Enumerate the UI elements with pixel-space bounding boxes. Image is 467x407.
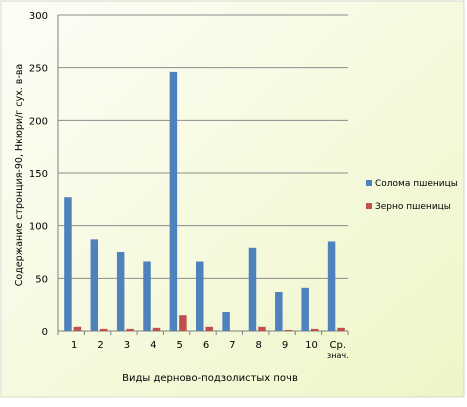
bar [327,241,336,331]
x-tick-label: 7 [229,340,235,351]
x-tick-label: 9 [282,340,288,351]
legend-entry: Зерно пшеницы [375,202,451,212]
bar [169,71,178,331]
bar [143,261,151,331]
bar [337,327,345,331]
bar [310,328,319,331]
x-tick-label: 2 [97,340,103,351]
bar [116,252,125,331]
bar [73,326,82,331]
bar [222,312,230,331]
x-tick-label: 6 [203,340,209,351]
bar [100,328,108,331]
legend-swatch [366,203,372,209]
x-axis-label: Виды дерново-подзолистых почв [122,373,298,384]
bar [258,326,266,331]
x-tick-label: 10 [305,340,318,351]
bar [301,287,309,331]
legend-entry: Солома пшеницы [375,179,458,189]
bar [126,328,134,331]
y-tick-label: 0 [42,327,48,338]
bar [179,315,187,331]
x-tick-label: 4 [150,340,156,351]
legend: Солома пшеницы Зерно пшеницы [366,179,458,212]
y-tick-label: 200 [29,116,48,127]
bar [196,261,204,331]
bar [284,329,293,331]
x-tick-label: 5 [176,340,182,351]
bar [90,239,99,331]
y-tick-label: 50 [35,274,48,285]
bar [248,247,257,331]
y-tick-label: 300 [29,11,48,22]
bar [152,327,161,331]
x-tick-label: Ср. знач. [327,340,349,360]
x-tick-label: 8 [256,340,262,351]
x-tick-label: 1 [71,340,77,351]
y-axis-label: Содержание стронция-90, Нкюри/г сух. в-в… [14,64,25,287]
bars [64,71,345,331]
legend-swatch [366,180,372,186]
bar [275,292,283,331]
bar [205,326,213,331]
x-tick-label: 3 [124,340,130,351]
y-tick-label: 250 [29,64,48,75]
bar [64,197,72,331]
y-tick-label: 150 [29,169,48,180]
gridlines [58,14,348,279]
tick-labels: 0 50 100 150 200 250 300 1 2 3 4 5 6 7 8 9 10 Ср. знач. [29,11,349,360]
y-tick-label: 100 [29,222,48,233]
